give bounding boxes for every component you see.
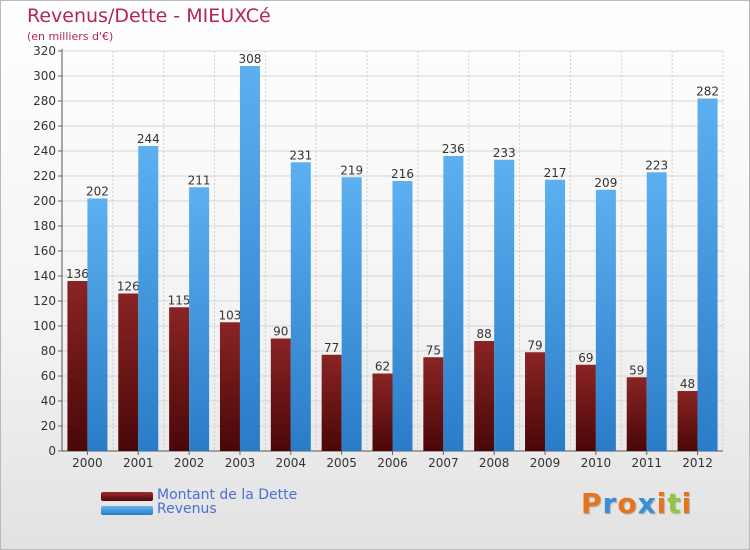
bar-revenus: [138, 146, 159, 451]
x-tick-label: 2002: [174, 456, 205, 470]
legend-label-dette: Montant de la Dette: [157, 487, 298, 503]
logo-letter: o: [617, 487, 638, 520]
bar-revenus-label: 211: [188, 173, 211, 187]
bar-dette-label: 126: [117, 280, 140, 294]
bar-revenus: [697, 98, 718, 451]
bar-revenus: [595, 189, 616, 451]
y-tick-label: 160: [33, 244, 56, 258]
x-tick-label: 2001: [123, 456, 154, 470]
logo-letter: i: [656, 487, 668, 520]
logo-letter: r: [602, 487, 618, 520]
bar-dette: [219, 322, 240, 451]
bar-dette: [270, 338, 291, 451]
bar-revenus-label: 223: [645, 158, 668, 172]
y-tick-label: 60: [41, 369, 56, 383]
y-tick-label: 280: [33, 94, 56, 108]
bar-revenus-label: 216: [391, 167, 414, 181]
bar-dette-label: 62: [375, 360, 390, 374]
y-tick-label: 180: [33, 219, 56, 233]
bar-revenus-label: 231: [289, 148, 312, 162]
bar-revenus: [239, 66, 260, 451]
y-tick-label: 20: [41, 419, 56, 433]
y-tick-label: 200: [33, 194, 56, 208]
bar-dette: [525, 352, 546, 451]
bar-revenus-label: 233: [493, 146, 516, 160]
bar-revenus: [341, 177, 362, 451]
bar-revenus-label: 244: [137, 132, 160, 146]
bar-dette-label: 48: [680, 377, 695, 391]
x-tick-label: 2012: [682, 456, 713, 470]
x-tick-label: 2009: [530, 456, 561, 470]
bar-revenus: [290, 162, 311, 451]
legend-label-revenus: Revenus: [157, 501, 217, 517]
y-tick-label: 260: [33, 119, 56, 133]
bar-dette-label: 88: [477, 327, 492, 341]
bar-dette-label: 79: [527, 338, 542, 352]
y-tick-label: 100: [33, 319, 56, 333]
bar-revenus-label: 217: [544, 166, 567, 180]
bar-revenus: [392, 181, 413, 451]
x-tick-label: 2006: [377, 456, 408, 470]
x-tick-label: 2000: [72, 456, 103, 470]
bar-dette-label: 103: [219, 308, 242, 322]
bar-revenus-label: 202: [86, 185, 109, 199]
y-tick-label: 240: [33, 144, 56, 158]
bar-dette-label: 59: [629, 363, 644, 377]
x-tick-label: 2005: [326, 456, 357, 470]
y-tick-label: 140: [33, 269, 56, 283]
bar-revenus: [87, 198, 108, 451]
bar-dette: [423, 357, 444, 451]
proxiti-logo: Proxiti: [581, 487, 692, 520]
bar-dette-label: 136: [66, 267, 89, 281]
bar-dette: [626, 377, 647, 451]
bar-dette: [67, 281, 88, 451]
bar-revenus-label: 219: [340, 163, 363, 177]
bar-dette-label: 90: [273, 325, 288, 339]
x-tick-label: 2003: [225, 456, 256, 470]
logo-letter: i: [681, 487, 693, 520]
y-tick-label: 220: [33, 169, 56, 183]
bar-dette-label: 75: [426, 343, 441, 357]
y-tick-label: 300: [33, 69, 56, 83]
y-tick-label: 320: [33, 44, 56, 58]
y-tick-label: 120: [33, 294, 56, 308]
chart-title: Revenus/Dette - MIEUXCé: [27, 5, 271, 27]
x-tick-label: 2007: [428, 456, 459, 470]
bar-dette: [372, 373, 393, 451]
bar-revenus: [545, 179, 566, 451]
bar-revenus-label: 282: [696, 85, 719, 99]
legend-swatch-dette: [101, 492, 153, 501]
bar-dette-label: 69: [578, 351, 593, 365]
bar-dette: [474, 341, 495, 451]
bar-dette: [321, 354, 342, 451]
bar-dette: [575, 364, 596, 451]
logo-letter: P: [581, 487, 603, 520]
logo-letter: t: [667, 487, 682, 520]
bar-dette: [169, 307, 190, 451]
bar-revenus: [494, 159, 515, 451]
bar-revenus: [189, 187, 210, 451]
x-tick-label: 2010: [581, 456, 612, 470]
chart-subtitle: (en milliers d'€): [27, 30, 114, 43]
bar-revenus: [646, 172, 667, 451]
bar-dette: [118, 293, 139, 451]
y-tick-label: 40: [41, 394, 56, 408]
bar-dette-label: 115: [168, 293, 191, 307]
bar-revenus-label: 236: [442, 142, 465, 156]
bar-revenus-label: 308: [239, 52, 262, 66]
x-tick-label: 2011: [631, 456, 662, 470]
bar-dette: [677, 391, 698, 451]
bar-revenus: [443, 156, 464, 451]
x-tick-label: 2008: [479, 456, 510, 470]
bar-dette-label: 77: [324, 341, 339, 355]
bar-revenus-label: 209: [594, 176, 617, 190]
legend-swatch-revenus: [101, 506, 153, 515]
y-tick-label: 0: [48, 444, 56, 458]
y-tick-label: 80: [41, 344, 56, 358]
x-tick-label: 2004: [276, 456, 307, 470]
logo-letter: x: [637, 487, 657, 520]
